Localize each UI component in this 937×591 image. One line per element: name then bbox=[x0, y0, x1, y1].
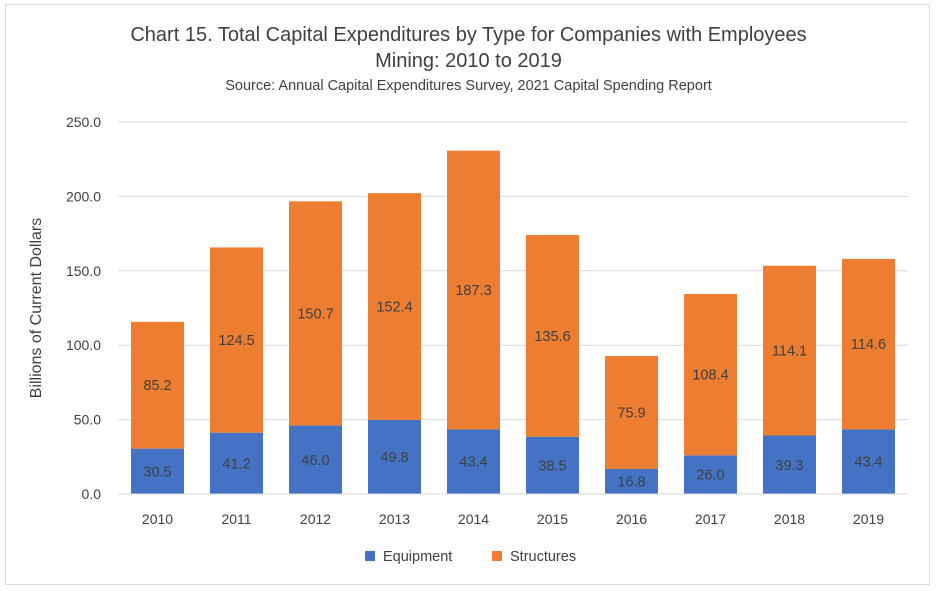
bar-structures-2014 bbox=[447, 150, 500, 430]
x-tick-label: 2012 bbox=[300, 511, 331, 527]
data-label-structures-2018: 114.1 bbox=[772, 344, 807, 360]
bar-structures-2011 bbox=[210, 247, 263, 433]
data-label-structures-2010: 85.2 bbox=[143, 378, 171, 394]
bar-equipment-2014 bbox=[447, 429, 500, 494]
chart-source: Source: Annual Capital Expenditures Surv… bbox=[225, 78, 712, 94]
data-label-structures-2017: 108.4 bbox=[692, 368, 728, 384]
bar-equipment-2012 bbox=[289, 425, 342, 494]
data-label-equipment-2019: 43.4 bbox=[854, 455, 882, 471]
data-label-equipment-2012: 46.0 bbox=[301, 453, 329, 469]
data-label-equipment-2010: 30.5 bbox=[143, 464, 171, 480]
bar-equipment-2015 bbox=[526, 436, 579, 494]
x-tick-label: 2017 bbox=[695, 511, 726, 527]
data-label-structures-2014: 187.3 bbox=[455, 283, 491, 299]
legend-label-equipment: Equipment bbox=[383, 549, 452, 565]
x-tick-label: 2016 bbox=[616, 511, 647, 527]
legend-label-structures: Structures bbox=[510, 549, 576, 565]
bar-equipment-2019 bbox=[842, 429, 895, 494]
y-tick-label: 50.0 bbox=[74, 412, 101, 428]
data-label-structures-2012: 150.7 bbox=[297, 306, 333, 322]
bar-structures-2015 bbox=[526, 234, 579, 437]
y-tick-label: 250.0 bbox=[66, 114, 101, 130]
bar-structures-2013 bbox=[368, 193, 421, 420]
y-axis-title: Billions of Current Dollars bbox=[28, 218, 45, 399]
bar-equipment-2016 bbox=[605, 469, 658, 494]
data-label-equipment-2016: 16.8 bbox=[617, 475, 645, 491]
data-label-equipment-2015: 38.5 bbox=[538, 458, 566, 474]
bar-equipment-2013 bbox=[368, 419, 421, 494]
bar-equipment-2017 bbox=[684, 455, 737, 494]
legend-swatch-equipment bbox=[365, 551, 375, 561]
bar-structures-2016 bbox=[605, 356, 658, 470]
bar-structures-2012 bbox=[289, 201, 342, 426]
x-tick-label: 2014 bbox=[458, 511, 489, 527]
data-label-structures-2015: 135.6 bbox=[534, 329, 570, 345]
y-tick-label: 150.0 bbox=[66, 263, 101, 279]
x-tick-label: 2018 bbox=[774, 511, 805, 527]
data-label-structures-2013: 152.4 bbox=[376, 300, 412, 316]
x-tick-label: 2011 bbox=[221, 511, 251, 527]
data-label-equipment-2018: 39.3 bbox=[775, 458, 803, 474]
data-label-equipment-2011: 41.2 bbox=[222, 456, 250, 472]
bar-structures-2010 bbox=[131, 321, 184, 449]
bar-structures-2019 bbox=[842, 258, 895, 430]
legend-swatch-structures bbox=[492, 551, 502, 561]
chart-subtitle: Mining: 2010 to 2019 bbox=[375, 50, 562, 72]
bar-structures-2018 bbox=[763, 265, 816, 436]
data-label-equipment-2013: 49.8 bbox=[380, 450, 408, 466]
bar-equipment-2011 bbox=[210, 432, 263, 494]
x-tick-label: 2013 bbox=[379, 511, 410, 527]
data-label-structures-2016: 75.9 bbox=[617, 406, 645, 422]
bar-equipment-2010 bbox=[131, 448, 184, 494]
bar-equipment-2018 bbox=[763, 435, 816, 494]
x-tick-label: 2010 bbox=[142, 511, 173, 527]
y-tick-label: 100.0 bbox=[66, 337, 101, 353]
y-tick-label: 0.0 bbox=[82, 486, 102, 502]
data-label-structures-2019: 114.6 bbox=[851, 337, 886, 353]
x-tick-label: 2015 bbox=[537, 511, 568, 527]
bar-structures-2017 bbox=[684, 294, 737, 456]
data-label-equipment-2017: 26.0 bbox=[696, 468, 724, 484]
data-label-equipment-2014: 43.4 bbox=[459, 455, 487, 471]
data-label-structures-2011: 124.5 bbox=[218, 333, 254, 349]
x-tick-label: 2019 bbox=[853, 511, 884, 527]
chart-title: Chart 15. Total Capital Expenditures by … bbox=[130, 24, 807, 46]
y-tick-label: 200.0 bbox=[66, 188, 101, 204]
